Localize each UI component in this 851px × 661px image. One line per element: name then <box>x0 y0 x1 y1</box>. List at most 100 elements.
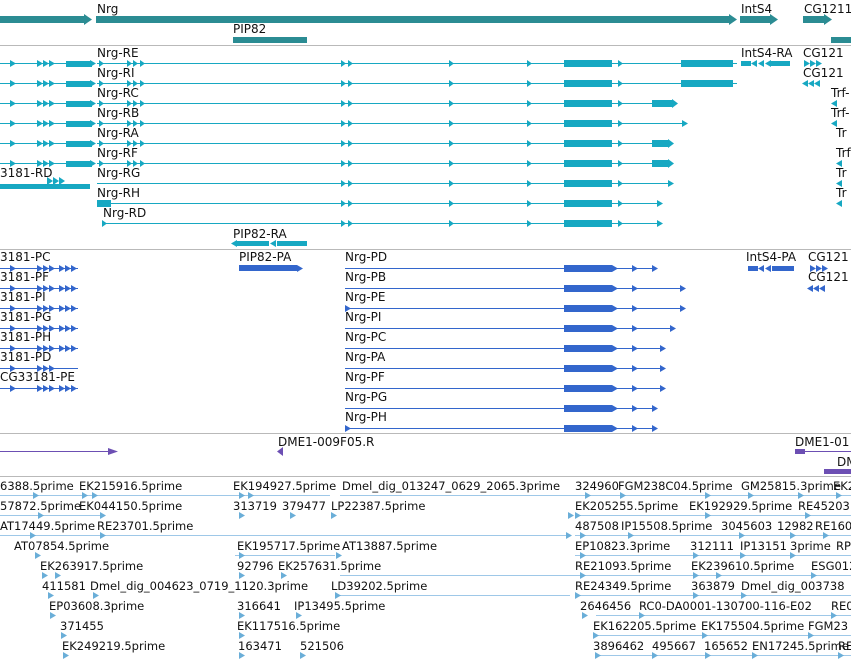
transcript-exon[interactable] <box>237 241 269 246</box>
transcript-exon[interactable] <box>66 101 92 107</box>
est-line <box>575 555 851 556</box>
transcript-exon[interactable] <box>564 200 612 207</box>
est-label: 495667 <box>652 639 696 653</box>
match-line <box>805 451 851 452</box>
transcript-intron <box>102 223 662 224</box>
transcript-exon[interactable] <box>564 160 612 167</box>
protein-label: CG121 <box>808 270 849 284</box>
est-line <box>600 655 851 656</box>
transcript-label: Tr <box>836 126 847 140</box>
transcript-exon[interactable] <box>652 140 668 147</box>
protein-label: IntS4-PA <box>746 250 797 264</box>
protein-exon[interactable] <box>564 285 612 292</box>
protein-label: Nrg-PD <box>345 250 388 264</box>
protein-exon[interactable] <box>239 265 297 271</box>
est-label: ESG012 <box>811 559 851 573</box>
transcript-intron <box>97 183 672 184</box>
est-label: Dmel_dig_003738 <box>741 579 845 593</box>
transcript-exon[interactable] <box>681 60 733 67</box>
transcript-exon[interactable] <box>652 160 668 167</box>
est-label: 521506 <box>300 639 344 653</box>
est-label: RP <box>836 539 851 553</box>
est-line <box>235 555 335 556</box>
est-label: 6388.5prime <box>0 479 74 493</box>
protein-exon[interactable] <box>564 345 612 352</box>
est-line <box>0 495 330 496</box>
gene-bar-cg1211[interactable] <box>803 16 824 23</box>
transcript-exon[interactable] <box>741 61 751 66</box>
est-label: EK205255.5prime <box>575 499 679 513</box>
protein-exon[interactable] <box>564 365 612 372</box>
transcript-exon[interactable] <box>564 100 612 107</box>
match-feature[interactable] <box>824 469 851 474</box>
est-label: Dmel_dig_004623_0719_1120.3prime <box>90 579 309 593</box>
transcript-exon[interactable] <box>66 121 92 127</box>
protein-exon[interactable] <box>564 305 612 312</box>
transcript-label: Tr <box>836 186 847 200</box>
protein-exon[interactable] <box>564 425 612 432</box>
transcript-exon[interactable] <box>770 61 790 66</box>
gene-bar-nrg[interactable] <box>96 16 729 23</box>
est-label: RE21093.5prime <box>575 559 672 573</box>
transcript-exon[interactable] <box>66 81 92 87</box>
transcript-exon[interactable] <box>564 60 612 67</box>
match-feature[interactable] <box>795 449 805 454</box>
transcript-exon[interactable] <box>652 100 672 107</box>
protein-intron <box>345 288 685 289</box>
protein-intron <box>345 328 675 329</box>
match-line <box>0 451 108 452</box>
est-label: 165652 <box>704 639 748 653</box>
protein-exon[interactable] <box>748 266 758 271</box>
protein-exon[interactable] <box>564 265 612 272</box>
transcript-exon[interactable] <box>97 200 111 207</box>
gene-bar-ints4[interactable] <box>740 16 770 23</box>
est-label: RC0-DA0001-130700-116-E02 <box>639 599 812 613</box>
gene-label-ints4: IntS4 <box>741 2 773 16</box>
transcript-exon[interactable] <box>0 184 90 189</box>
transcript-exon[interactable] <box>564 120 612 127</box>
transcript-label: Nrg-RD <box>103 206 147 220</box>
gene-bar-left[interactable] <box>0 16 84 23</box>
transcript-intron <box>97 163 672 164</box>
gene-label-cg1211: CG1211 <box>804 2 851 16</box>
protein-label: Nrg-PI <box>345 310 382 324</box>
est-label: 57872.5prime <box>0 499 82 513</box>
est-label: Dmel_dig_013247_0629_2065.3prime <box>342 479 561 493</box>
gene-bar-trf[interactable] <box>831 37 851 43</box>
protein-exon[interactable] <box>564 385 612 392</box>
transcript-label: 3181-RD <box>0 166 53 180</box>
transcript-exon[interactable] <box>564 220 612 227</box>
transcript-label: Tr <box>836 166 847 180</box>
transcript-exon[interactable] <box>681 80 733 87</box>
gene-bar-pip82[interactable] <box>233 37 307 43</box>
protein-exon[interactable] <box>772 266 794 271</box>
transcript-exon[interactable] <box>66 161 92 167</box>
transcript-exon[interactable] <box>564 80 612 87</box>
est-label: 371455 <box>60 619 104 633</box>
transcript-exon[interactable] <box>277 241 307 246</box>
transcript-label: Nrg-RG <box>97 166 141 180</box>
est-label: FGM23 <box>808 619 849 633</box>
est-line <box>335 595 570 596</box>
transcript-exon[interactable] <box>564 180 612 187</box>
transcript-exon[interactable] <box>66 61 92 67</box>
transcript-exon[interactable] <box>66 141 92 147</box>
protein-label: CG33181-PE <box>0 370 75 384</box>
est-label: RE45203 <box>798 499 850 513</box>
transcript-label: PIP82-RA <box>233 227 287 241</box>
track-separator <box>0 433 851 434</box>
protein-exon[interactable] <box>564 405 612 412</box>
protein-label: CG121 <box>808 250 849 264</box>
transcript-label: Nrg-RI <box>97 66 135 80</box>
protein-exon[interactable] <box>564 325 612 332</box>
est-label: EK249219.5prime <box>62 639 166 653</box>
est-line <box>596 615 851 616</box>
transcript-exon[interactable] <box>564 140 612 147</box>
transcript-label: Nrg-RA <box>97 126 139 140</box>
protein-label: PIP82-PA <box>239 250 292 264</box>
est-label: RE160 <box>815 519 851 533</box>
